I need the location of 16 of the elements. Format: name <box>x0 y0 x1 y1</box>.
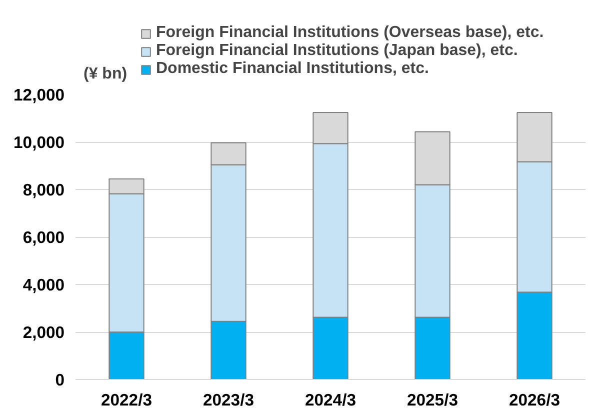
y-axis-title: (¥ bn) <box>84 66 128 82</box>
legend-label: Domestic Financial Institutions, etc. <box>156 60 429 78</box>
y-tick-label: 4,000 <box>22 276 65 294</box>
legend-label: Foreign Financial Institutions (Japan base), etc. <box>156 42 518 60</box>
y-tick-label: 8,000 <box>22 180 65 200</box>
y-tick-label: 12,000 <box>14 86 65 104</box>
x-tick-label: 2022/3 <box>101 390 152 410</box>
legend-label: Foreign Financial Institutions (Overseas base), etc. <box>156 24 544 42</box>
y-tick-label: 0 <box>55 370 64 390</box>
y-tick-label: 2,000 <box>22 323 65 342</box>
x-tick-label: 2023/3 <box>203 390 254 410</box>
y-tick-label: 6,000 <box>22 228 65 247</box>
y-tick-label: 10,000 <box>14 133 65 152</box>
x-tick-label: 2026/3 <box>509 390 560 410</box>
x-tick-label: 2024/3 <box>305 390 356 410</box>
x-tick-label: 2025/3 <box>407 390 458 410</box>
